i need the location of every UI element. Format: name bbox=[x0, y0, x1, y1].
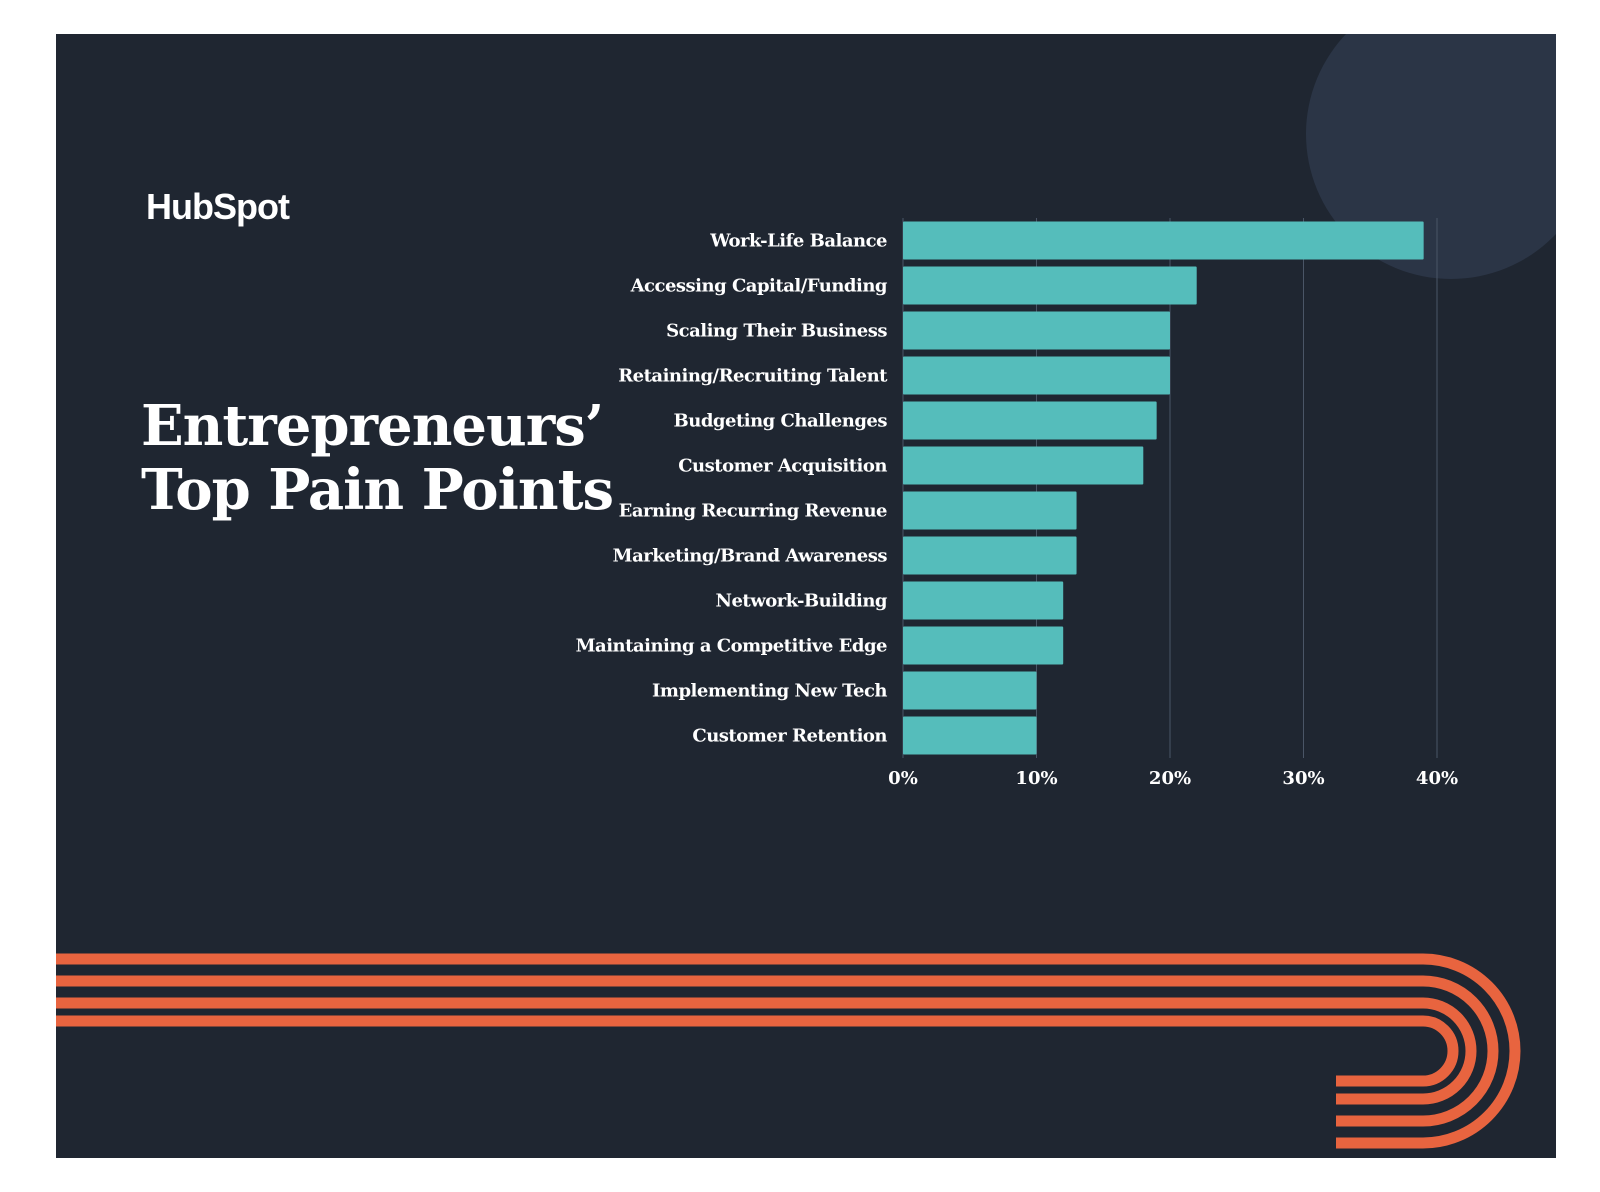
bars bbox=[903, 221, 1424, 755]
bar bbox=[903, 581, 1064, 620]
bar bbox=[903, 356, 1170, 395]
bar bbox=[903, 626, 1064, 665]
category-label: Scaling Their Business bbox=[666, 321, 887, 342]
category-label: Maintaining a Competitive Edge bbox=[576, 636, 887, 657]
logo-wordmark: HubSpot bbox=[146, 186, 290, 227]
bar-chart: Work-Life Balance Accessing Capital/Fundi… bbox=[576, 218, 1458, 789]
category-label: Budgeting Challenges bbox=[674, 411, 888, 432]
gridlines bbox=[902, 218, 1438, 758]
title-line-2: Top Pain Points bbox=[141, 457, 614, 523]
category-label: Network-Building bbox=[716, 591, 888, 612]
category-label: Marketing/Brand Awareness bbox=[613, 546, 888, 567]
x-axis-ticks: 0% 10% 20% 30% 40% bbox=[888, 768, 1458, 789]
category-label: Customer Retention bbox=[692, 726, 887, 747]
category-label: Earning Recurring Revenue bbox=[619, 501, 887, 522]
x-tick-label: 20% bbox=[1149, 768, 1191, 789]
card-background bbox=[56, 34, 1556, 1158]
category-labels: Work-Life Balance Accessing Capital/Fundi… bbox=[576, 231, 889, 747]
category-label: Retaining/Recruiting Talent bbox=[618, 366, 888, 387]
x-tick-label: 10% bbox=[1015, 768, 1057, 789]
category-label: Implementing New Tech bbox=[652, 681, 887, 702]
bar bbox=[903, 401, 1157, 440]
title-line-1: Entrepreneurs’ bbox=[141, 393, 604, 459]
stripe-4 bbox=[56, 1015, 1459, 1087]
bar bbox=[903, 716, 1037, 755]
category-label: Work-Life Balance bbox=[709, 231, 887, 252]
decorative-stripes bbox=[56, 953, 1521, 1149]
card-fill bbox=[56, 34, 1556, 1158]
bar bbox=[903, 221, 1424, 260]
bar bbox=[903, 671, 1037, 710]
x-tick-label: 40% bbox=[1416, 768, 1458, 789]
bar bbox=[903, 311, 1170, 350]
x-tick-label: 30% bbox=[1282, 768, 1324, 789]
category-label: Customer Acquisition bbox=[678, 456, 887, 477]
stripe-1 bbox=[56, 953, 1521, 1149]
stripe-2 bbox=[56, 975, 1499, 1127]
category-label: Accessing Capital/Funding bbox=[630, 276, 888, 297]
bar bbox=[903, 491, 1077, 530]
page-title: Entrepreneurs’ Top Pain Points bbox=[141, 394, 661, 522]
bar bbox=[903, 536, 1077, 575]
bar bbox=[903, 266, 1197, 305]
x-tick-label: 0% bbox=[888, 768, 918, 789]
hubspot-logo: HubSpot bbox=[146, 174, 296, 234]
bar bbox=[903, 446, 1144, 485]
decorative-circle bbox=[1306, 34, 1556, 279]
stripe-3 bbox=[56, 997, 1477, 1105]
infographic-card: HubSpot Entrepreneurs’ Top Pain Points W… bbox=[56, 34, 1556, 1158]
